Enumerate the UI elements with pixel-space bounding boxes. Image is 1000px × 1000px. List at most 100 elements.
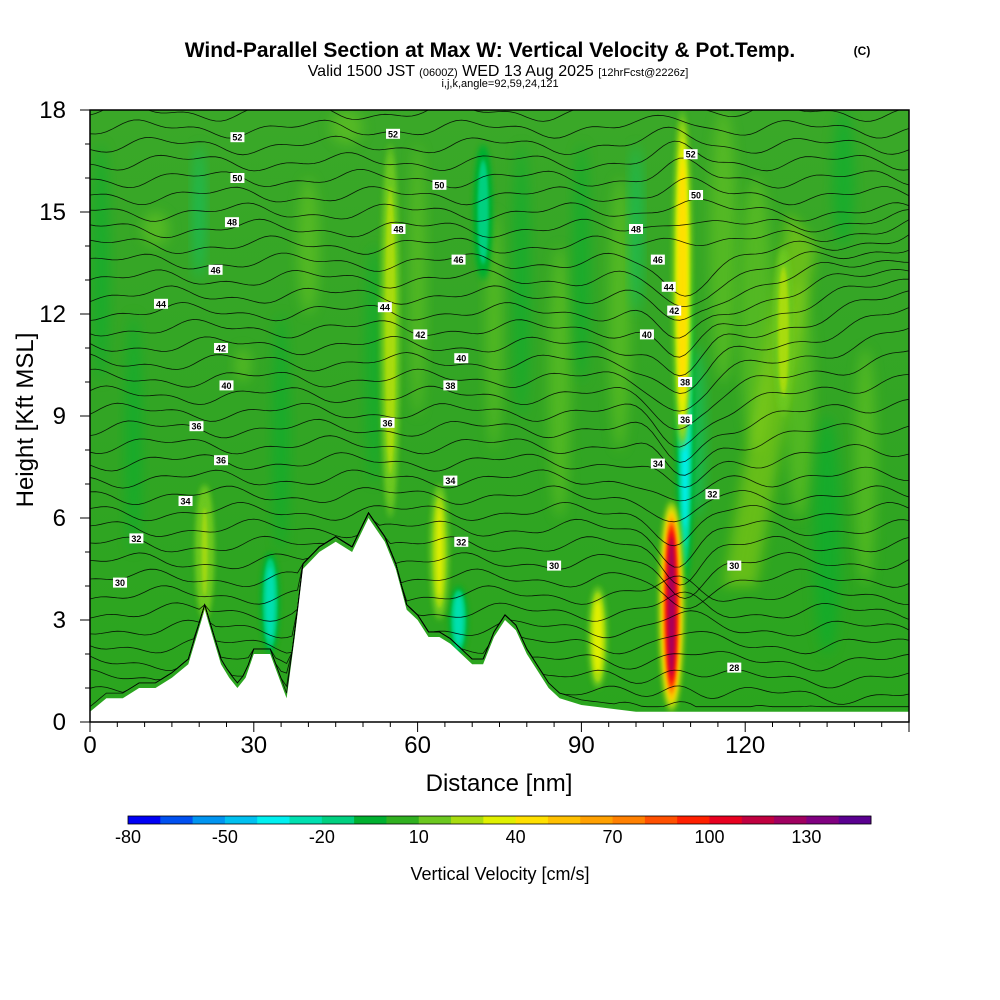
x-axis: 0 30 60 90 120 — [83, 722, 910, 759]
contour-label-text: 34 — [653, 459, 663, 469]
y-tick-label: 6 — [53, 505, 66, 532]
contour-label-box — [683, 149, 698, 160]
pot-temp-contour — [90, 512, 909, 622]
colorbar-swatch — [224, 816, 258, 824]
contour-label-box — [380, 417, 395, 428]
contour-label: 32 — [705, 489, 720, 500]
contour-label-box — [639, 329, 654, 340]
valid-utc: (0600Z) — [419, 67, 458, 79]
contour-label-text: 40 — [456, 354, 466, 364]
colorbar-swatch — [257, 816, 290, 824]
contour-label: 52 — [386, 128, 401, 139]
contour-label: 40 — [219, 380, 234, 391]
y-axis-label: Height [Kft MSL] — [12, 333, 39, 508]
colorbar-swatch — [547, 816, 581, 824]
contour-label: 46 — [650, 254, 665, 265]
params-line: i,j,k,angle=92,59,24,121 — [441, 78, 558, 90]
contour-label-text: 42 — [415, 330, 425, 340]
velocity-streak — [548, 246, 571, 518]
pot-temp-contour — [90, 198, 909, 222]
colorbar-swatch — [774, 816, 807, 824]
colorbar-tick-label: 40 — [506, 827, 526, 847]
pot-temp-contour — [90, 176, 909, 206]
contour-label-text: 36 — [383, 418, 393, 428]
y-tick-label: 9 — [53, 403, 66, 430]
colorbar-swatch — [612, 816, 646, 824]
contour-label: 30 — [547, 560, 562, 571]
pot-temp-contour — [90, 234, 909, 297]
pot-temp-contour — [90, 140, 909, 172]
pot-temp-contour — [90, 126, 909, 156]
contour-label: 30 — [113, 577, 128, 588]
contour-label-text: 50 — [691, 191, 701, 201]
contour-label-text: 42 — [216, 344, 226, 354]
colorbar-tick-label: 100 — [694, 827, 724, 847]
updraft-core — [387, 208, 394, 454]
contour-label-text: 38 — [445, 381, 455, 391]
contour-label-text: 44 — [664, 282, 674, 292]
contour-label-text: 36 — [216, 456, 226, 466]
pot-temp-contour — [90, 260, 909, 321]
contour-label: 44 — [377, 302, 392, 313]
colorbar-swatch — [677, 816, 710, 824]
contour-label-text: 46 — [211, 265, 221, 275]
contour-label: 42 — [214, 343, 229, 354]
contour-label: 40 — [639, 329, 654, 340]
contour-label-box — [189, 421, 204, 432]
contour-label-text: 48 — [227, 218, 237, 228]
colorbar-swatch — [386, 816, 420, 824]
contour-label-box — [443, 380, 458, 391]
contour-label: 32 — [129, 533, 144, 544]
contour-label-box — [214, 343, 229, 353]
colorbar-swatch — [354, 816, 387, 824]
contour-label-text: 34 — [445, 476, 455, 486]
contour-label-text: 52 — [686, 150, 696, 160]
y-tick-label: 0 — [53, 709, 66, 736]
colorbar-frame — [127, 815, 872, 825]
pot-temp-contour — [90, 307, 909, 394]
contour-label-text: 48 — [393, 225, 403, 235]
pot-temp-contour — [90, 268, 909, 339]
contour-label-box — [230, 173, 245, 183]
colorbar-swatch — [741, 816, 775, 824]
contour-label: 38 — [678, 377, 693, 388]
y-tick-label: 15 — [39, 199, 66, 226]
colorbar-swatch — [838, 816, 872, 824]
valid-line: Valid 1500 JST (0600Z) WED 13 Aug 2025 [… — [308, 63, 689, 80]
updraft-core — [594, 603, 601, 671]
colorbar-swatch — [580, 816, 613, 824]
x-axis-label: Distance [nm] — [426, 770, 573, 797]
contour-label-box — [153, 298, 168, 309]
contour-labels: 52 52 52 50 50 50 48 48 48 46 46 46 44 44 44 42 42 42 40 40… — [113, 128, 742, 673]
contour-label: 52 — [683, 149, 698, 160]
contour-label: 28 — [727, 662, 742, 673]
pot-temp-contour — [90, 114, 909, 139]
y-tick-label: 12 — [39, 301, 66, 328]
pot-temp-contour — [90, 327, 909, 412]
contour-label-text: 52 — [232, 133, 242, 143]
colorbar-tick-label: 130 — [791, 827, 821, 847]
velocity-streak — [573, 144, 590, 382]
contour-label-box — [219, 380, 234, 391]
velocity-streak — [365, 246, 383, 484]
velocity-band — [723, 212, 817, 586]
potential-temperature-contours — [90, 110, 909, 708]
velocity-streak — [608, 178, 631, 450]
contour-label-box — [214, 455, 229, 466]
pot-temp-contour — [90, 512, 909, 609]
updraft-core — [201, 507, 208, 597]
colorbar-tick-label: 10 — [409, 827, 429, 847]
contour-label-box — [661, 281, 676, 292]
contour-label-box — [208, 264, 223, 275]
y-axis: 0 3 6 9 12 15 18 — [39, 97, 90, 736]
contour-label-box — [667, 305, 682, 316]
contour-label: 44 — [153, 298, 168, 309]
velocity-streak — [409, 144, 426, 416]
contour-label-box — [443, 475, 458, 486]
colorbar-swatch — [418, 816, 452, 824]
pot-temp-contour — [90, 157, 909, 189]
y-tick-label: 18 — [39, 97, 66, 124]
contour-label-text: 52 — [388, 129, 398, 139]
x-tick-label: 120 — [725, 732, 765, 759]
